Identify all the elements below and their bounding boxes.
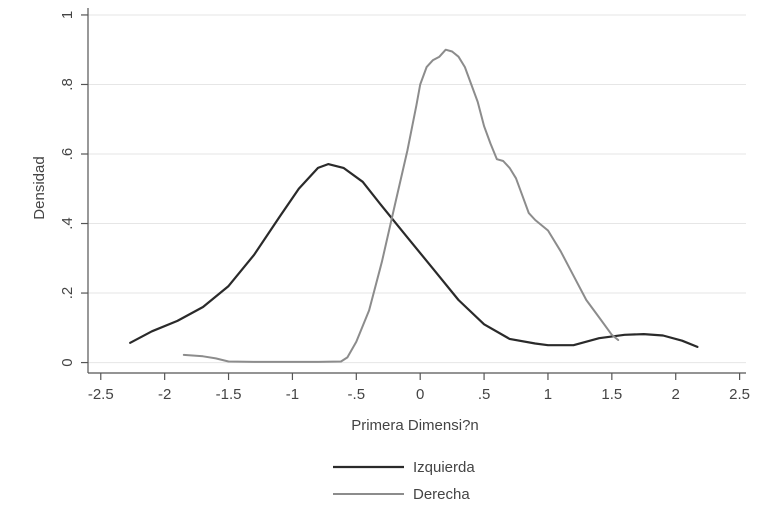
y-tick-label-4: .8 [59, 78, 76, 91]
x-tick-label-3: -1 [286, 386, 299, 403]
y-axis-ticks: 0 .2 .4 .6 .8 1 [59, 11, 88, 367]
series-line-derecha [182, 48, 620, 363]
x-tick-label-8: 1.5 [601, 386, 622, 403]
x-tick-label-1: -2 [158, 386, 171, 403]
series-line-izquierda [129, 163, 699, 348]
gridlines [88, 14, 746, 364]
y-tick-label-5: 1 [59, 11, 76, 19]
legend-label-derecha: Derecha [413, 486, 470, 503]
x-axis-ticks: -2.5 -2 -1.5 -1 -.5 0 .5 1 1.5 2 2.5 [88, 373, 750, 403]
x-tick-label-9: 2 [672, 386, 680, 403]
y-tick-label-3: .6 [59, 148, 76, 161]
x-tick-label-2: -1.5 [216, 386, 242, 403]
x-tick-label-6: .5 [478, 386, 491, 403]
axes [87, 8, 746, 374]
y-tick-label-1: .2 [59, 287, 76, 300]
legend: Izquierda Derecha [333, 459, 475, 503]
x-tick-label-4: -.5 [348, 386, 366, 403]
y-tick-label-2: .4 [59, 217, 76, 230]
x-axis-label: Primera Dimensi?n [351, 417, 479, 434]
y-axis-label: Densidad [31, 156, 48, 219]
series-lines [129, 48, 699, 363]
x-tick-label-7: 1 [544, 386, 552, 403]
legend-label-izquierda: Izquierda [413, 459, 475, 476]
x-tick-label-0: -2.5 [88, 386, 114, 403]
x-tick-label-5: 0 [416, 386, 424, 403]
x-tick-label-10: 2.5 [729, 386, 750, 403]
y-tick-label-0: 0 [59, 358, 76, 366]
